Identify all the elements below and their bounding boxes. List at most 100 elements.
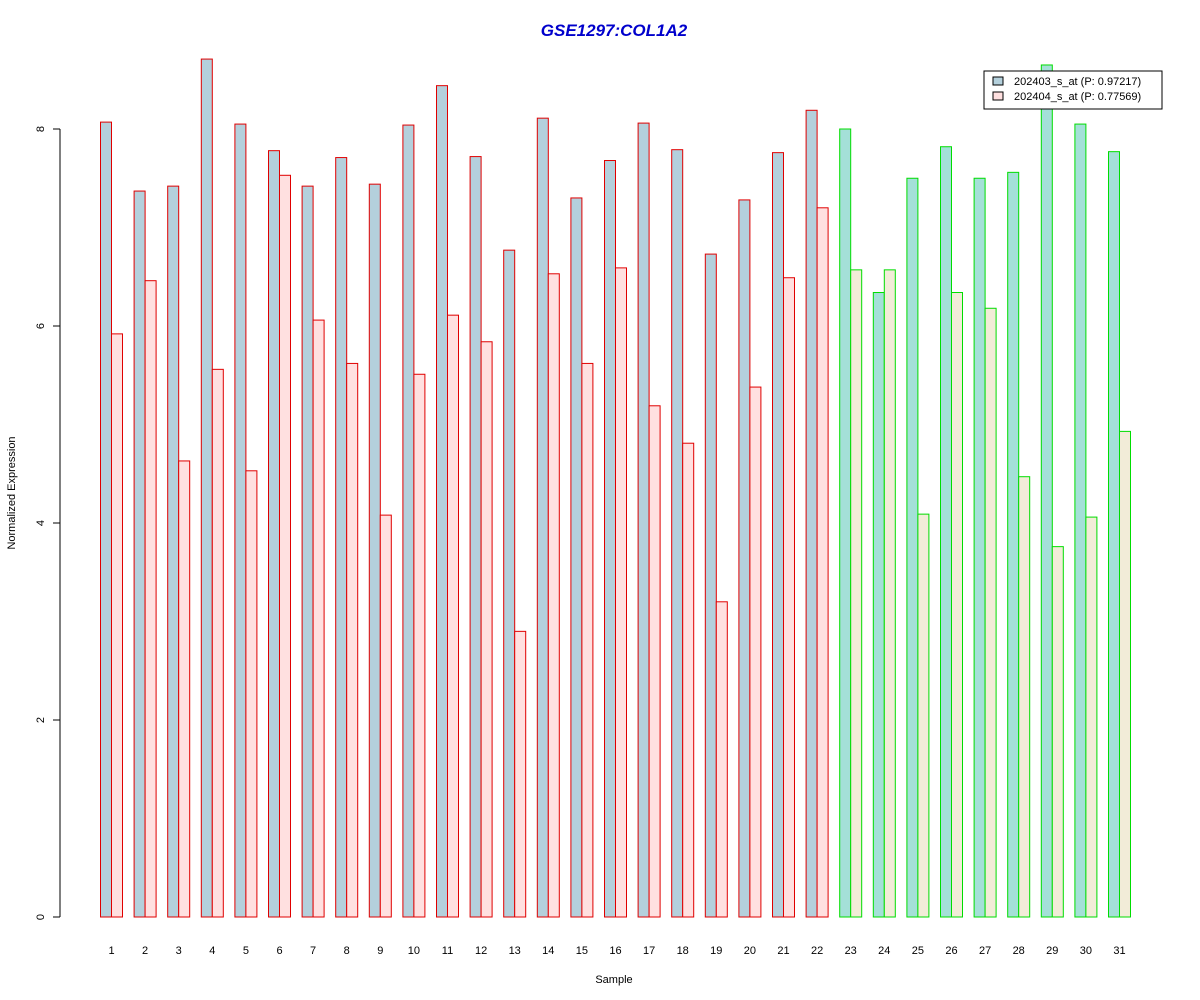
bar-202404-sample-16: [615, 267, 627, 918]
bars: [100, 58, 1131, 918]
bar-202404-sample-17: [648, 405, 661, 918]
bar-202403-sample-21: [772, 152, 784, 918]
bar-202404-sample-23: [850, 269, 863, 918]
bar-202403-sample-25: [906, 177, 919, 918]
bar-202403-sample-29: [1040, 64, 1053, 918]
x-tick-label: 22: [811, 945, 823, 957]
x-tick-label: 8: [344, 945, 350, 957]
bar-202403-sample-17: [637, 122, 650, 918]
x-tick-label: 28: [1013, 945, 1025, 957]
x-tick-label: 5: [243, 945, 249, 957]
bar-202404-sample-12: [480, 341, 493, 918]
x-tick-label: 29: [1046, 945, 1058, 957]
bar-202403-sample-18: [671, 149, 684, 918]
bar-202404-sample-30: [1085, 516, 1098, 918]
y-axis-label: Normalized Expression: [6, 436, 18, 549]
x-tick-label: 26: [945, 945, 957, 957]
bar-202404-sample-15: [581, 362, 594, 918]
bar-202403-sample-9: [368, 183, 381, 918]
bar-202403-sample-26: [940, 146, 952, 918]
bar-202404-sample-3: [178, 460, 191, 918]
bar-202404-sample-13: [514, 630, 527, 918]
y-tick-label: 4: [35, 520, 47, 526]
bar-202403-sample-4: [200, 58, 213, 918]
bar-202403-sample-5: [234, 123, 247, 918]
bar-202404-sample-7: [312, 319, 325, 918]
x-tick-label: 16: [609, 945, 621, 957]
x-tick-label: 9: [377, 945, 383, 957]
bar-202404-sample-27: [984, 307, 997, 918]
bar-202404-sample-8: [346, 362, 359, 918]
x-tick-label: 10: [408, 945, 420, 957]
bar-202404-sample-6: [279, 174, 291, 918]
x-tick-label: 7: [310, 945, 316, 957]
bar-202404-sample-31: [1119, 430, 1131, 918]
y-axis: 0 2 4 6 8: [35, 126, 61, 920]
bar-202403-sample-2: [133, 190, 146, 918]
bar-202403-sample-15: [570, 197, 583, 918]
chart-title: GSE1297:COL1A2: [541, 21, 688, 40]
legend-label-202404: 202404_s_at (P: 0.77569): [1014, 91, 1141, 103]
bar-202404-sample-24: [883, 269, 896, 918]
x-axis-label: Sample: [595, 974, 632, 986]
x-tick-labels: 1 2 3 4 5 6 7 8 9 10 11 12 13 14 15 16 17 18 19 20 21 22 23 24 2…: [108, 945, 1125, 957]
bar-202404-sample-28: [1018, 476, 1031, 918]
legend-label-202403: 202403_s_at (P: 0.97217): [1014, 76, 1141, 88]
y-tick-label: 6: [35, 323, 47, 329]
bar-202403-sample-20: [738, 199, 751, 918]
bar-202404-sample-10: [413, 373, 426, 918]
x-tick-label: 11: [442, 945, 453, 957]
bar-202403-sample-23: [839, 128, 852, 918]
x-tick-label: 31: [1113, 945, 1125, 957]
x-tick-label: 14: [542, 945, 554, 957]
bar-202403-sample-28: [1007, 171, 1020, 918]
x-tick-label: 21: [777, 945, 789, 957]
bar-202404-sample-2: [144, 280, 157, 918]
legend-swatch-202403: [992, 76, 1004, 86]
bar-202403-sample-19: [704, 253, 717, 918]
x-tick-label: 15: [576, 945, 588, 957]
y-tick-label: 0: [35, 914, 47, 920]
x-tick-label: 4: [209, 945, 215, 957]
bar-202403-sample-12: [469, 156, 482, 918]
bar-202403-sample-1: [100, 121, 112, 918]
bar-202403-sample-10: [402, 124, 415, 918]
bar-202403-sample-11: [436, 85, 448, 918]
x-tick-label: 17: [643, 945, 655, 957]
bar-202404-sample-19: [715, 601, 728, 918]
x-tick-label: 19: [710, 945, 722, 957]
bar-202404-sample-18: [682, 442, 695, 918]
bar-202403-sample-22: [805, 109, 818, 918]
legend-box: [983, 70, 1163, 110]
x-tick-label: 30: [1080, 945, 1092, 957]
x-tick-label: 18: [677, 945, 689, 957]
x-tick-label: 23: [845, 945, 857, 957]
y-tick-label: 2: [35, 717, 47, 723]
bar-202403-sample-7: [301, 185, 314, 918]
y-tick-label: 8: [35, 126, 47, 132]
bar-202403-sample-3: [167, 185, 180, 918]
bar-202403-sample-30: [1074, 123, 1087, 918]
bar-202403-sample-6: [268, 150, 280, 918]
bar-202404-sample-4: [211, 368, 224, 918]
bar-202404-sample-25: [917, 513, 930, 918]
bar-202403-sample-14: [536, 117, 549, 918]
x-tick-label: 1: [108, 945, 114, 957]
bar-202404-sample-21: [783, 277, 795, 918]
x-tick-label: 12: [475, 945, 487, 957]
x-tick-label: 13: [509, 945, 521, 957]
legend-swatch-202404: [992, 91, 1004, 101]
bar-202404-sample-20: [749, 386, 762, 918]
bar-202404-sample-22: [816, 207, 829, 918]
x-tick-label: 2: [142, 945, 148, 957]
bar-202404-sample-26: [951, 292, 963, 918]
x-tick-label: 24: [878, 945, 890, 957]
bar-202404-sample-14: [547, 273, 560, 918]
bar-202404-sample-9: [379, 514, 392, 918]
bar-202404-sample-11: [447, 314, 459, 918]
bar-202403-sample-24: [872, 292, 885, 918]
bar-202403-sample-8: [335, 157, 348, 918]
x-tick-label: 6: [276, 945, 282, 957]
bar-202403-sample-13: [503, 249, 516, 918]
